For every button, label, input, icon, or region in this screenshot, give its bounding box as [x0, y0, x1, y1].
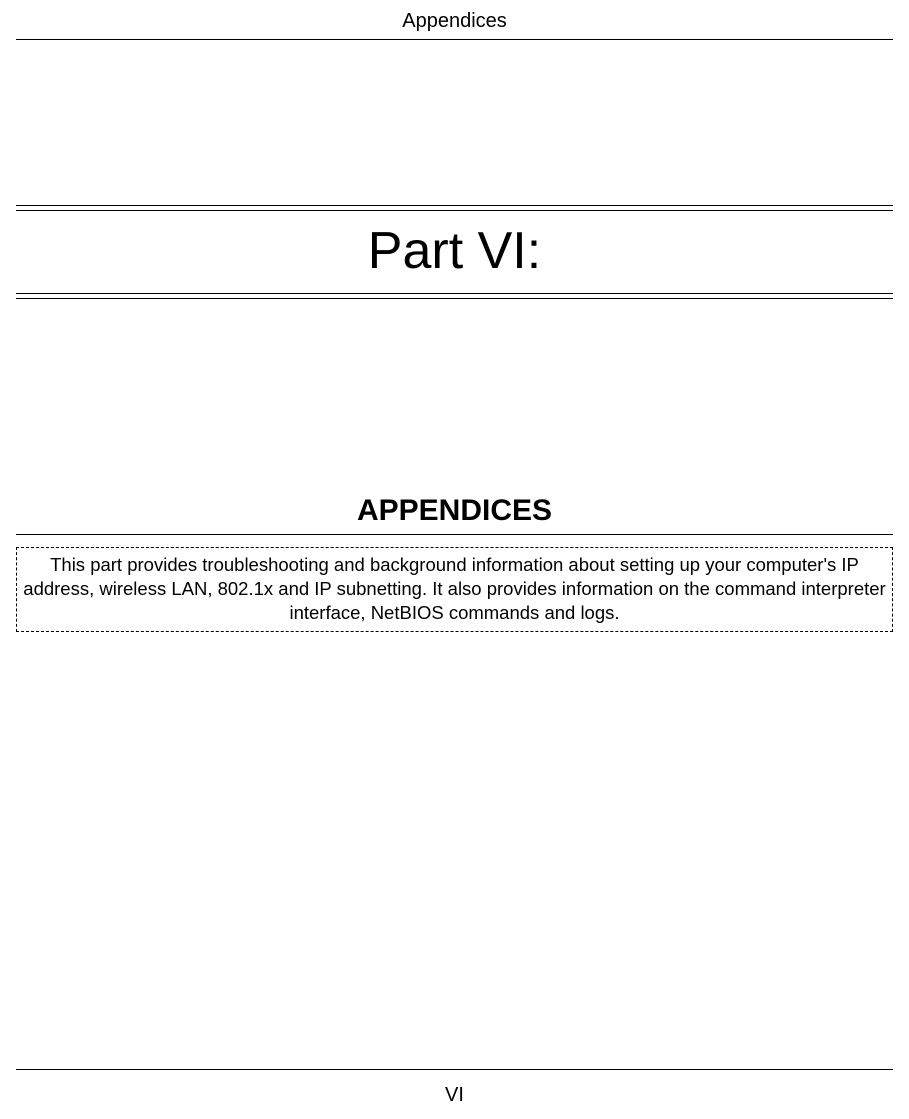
part-rule-top-inner: [16, 210, 893, 211]
part-title: Part VI:: [16, 219, 893, 289]
page-container: Appendices Part VI: APPENDICES This part…: [0, 0, 909, 1119]
part-rule-bottom-inner: [16, 293, 893, 294]
appendices-heading: APPENDICES: [16, 494, 893, 534]
header-section: Appendices: [16, 0, 893, 40]
appendices-rule: [16, 534, 893, 535]
footer-section: VI: [16, 1069, 893, 1107]
part-rule-top-outer: [16, 205, 893, 206]
part-section: Part VI:: [16, 205, 893, 299]
header-rule: [16, 39, 893, 40]
description-box: This part provides troubleshooting and b…: [16, 547, 893, 632]
header-title: Appendices: [16, 10, 893, 39]
description-text: This part provides troubleshooting and b…: [23, 554, 885, 623]
appendices-section: APPENDICES This part provides troublesho…: [16, 494, 893, 632]
part-rule-bottom-outer: [16, 298, 893, 299]
footer-page-number: VI: [16, 1084, 893, 1107]
footer-rule: [16, 1069, 893, 1070]
